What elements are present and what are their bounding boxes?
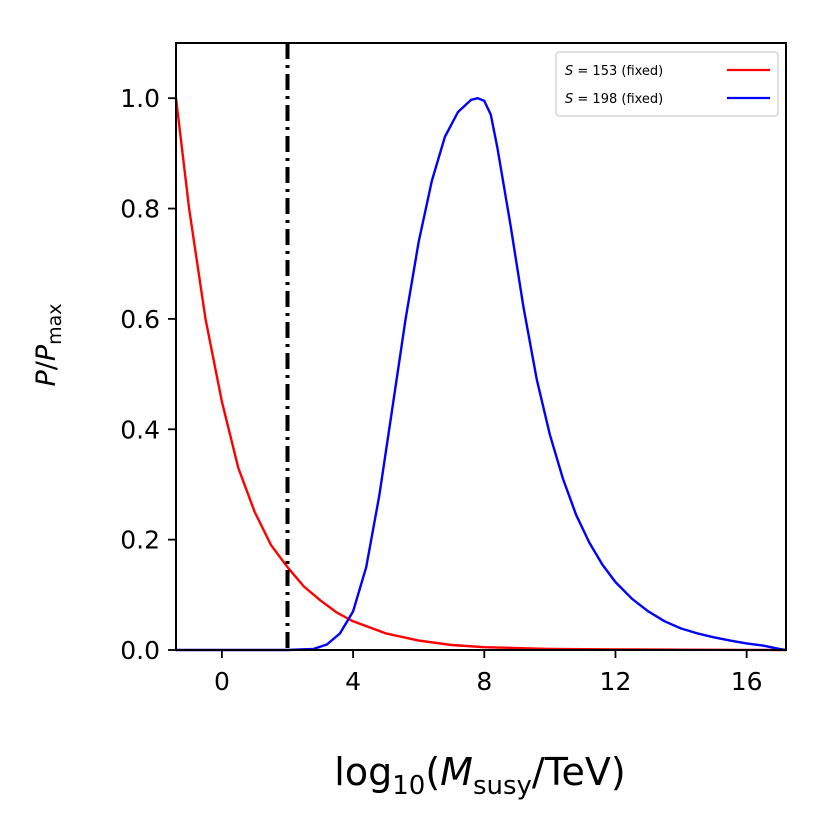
x-tick-label: 4: [345, 667, 361, 696]
y-axis-title: P/Pmax: [31, 303, 66, 386]
x-tick-label: 16: [731, 667, 763, 696]
y-tick-label: 0.2: [120, 526, 160, 555]
x-tick-label: 12: [600, 667, 632, 696]
series-line-1: [176, 96, 787, 652]
legend: S = 153 (fixed) S = 198 (fixed): [555, 51, 779, 117]
plot-frame: [175, 42, 787, 651]
x-axis-title: log10(Msusy/TeV): [334, 750, 625, 801]
legend-label-0: S = 153 (fixed): [565, 64, 663, 79]
y-tick-label: 1.0: [120, 84, 160, 113]
y-tick-label: 0.0: [120, 636, 160, 665]
y-tick-label: 0.8: [120, 195, 160, 224]
legend-label-1: S = 198 (fixed): [565, 92, 663, 107]
x-tick-label: 8: [476, 667, 492, 696]
y-tick-label: 0.6: [120, 305, 160, 334]
x-tick-label: 0: [214, 667, 230, 696]
y-tick-label: 0.4: [120, 415, 160, 444]
legend-box: [555, 51, 779, 117]
